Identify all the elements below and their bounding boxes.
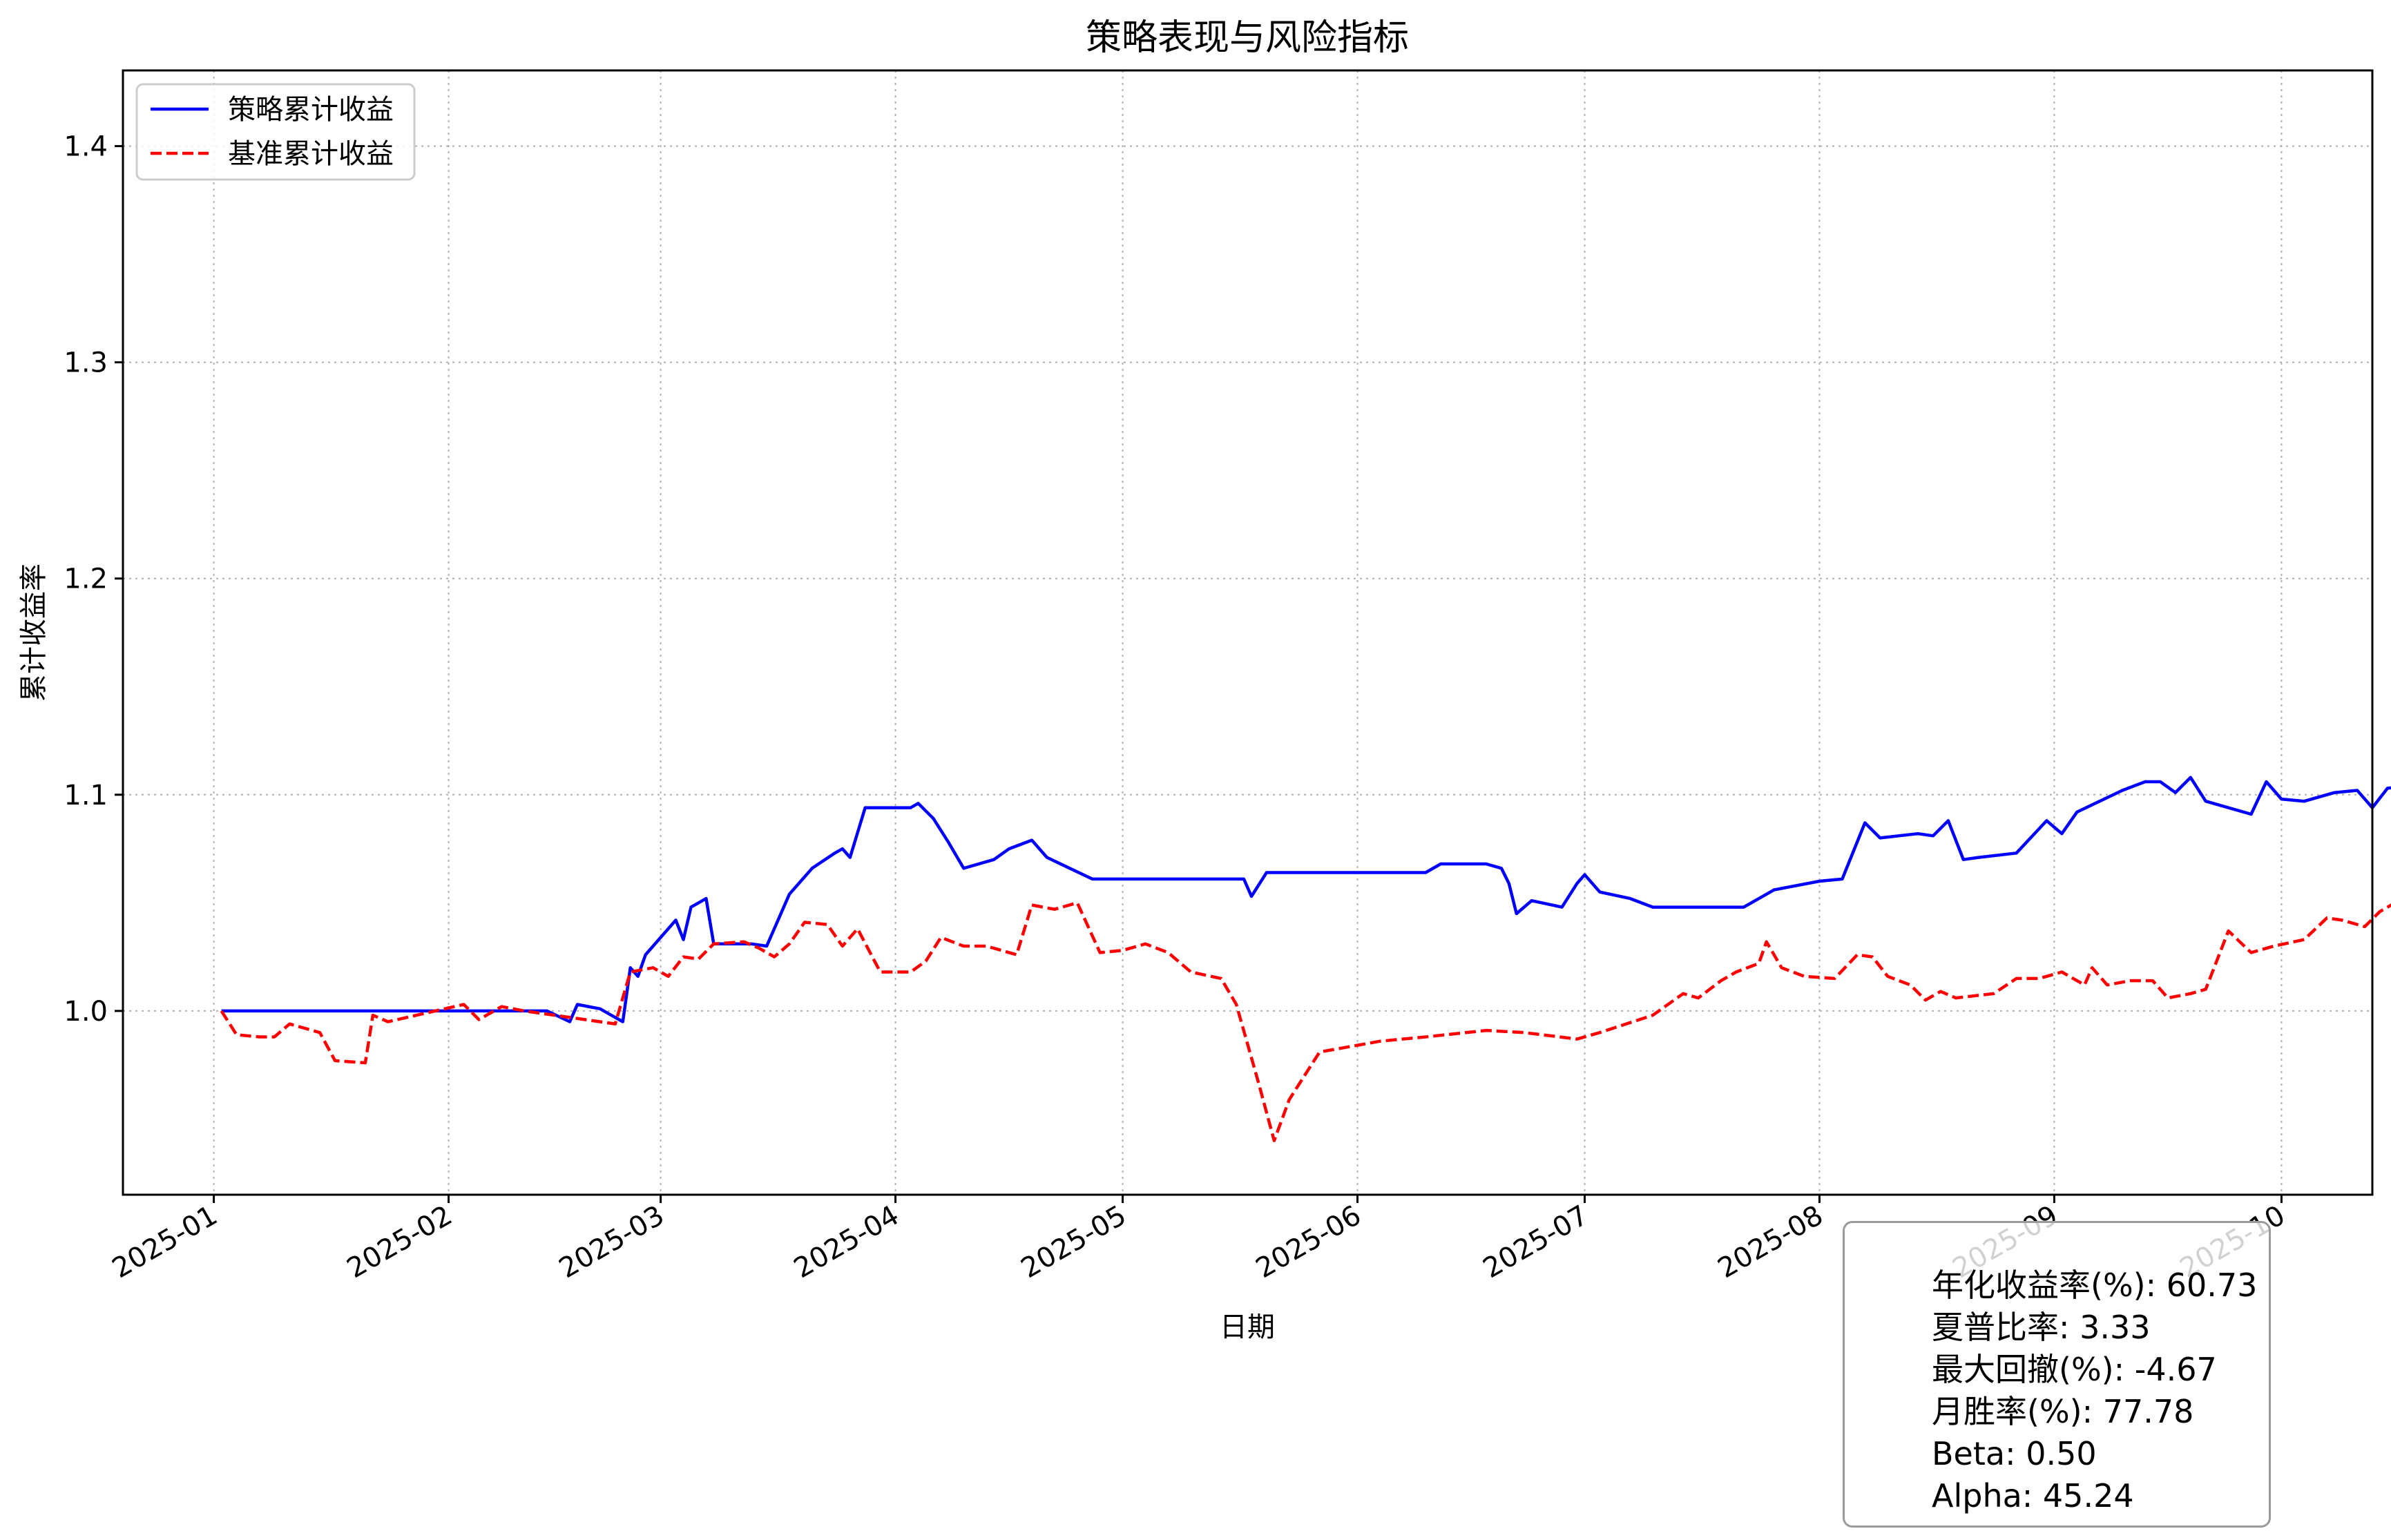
strategy-line — [221, 776, 2391, 1023]
y-tick-label: 1.1 — [64, 780, 108, 811]
y-axis-label: 累计收益率 — [18, 564, 50, 702]
chart-title: 策略表现与风险指标 — [1086, 17, 1409, 59]
x-axis-label: 日期 — [1220, 1311, 1275, 1343]
y-tick-label: 1.4 — [64, 131, 108, 163]
metric-sharpe-ratio: 夏普比率: 3.33 — [1932, 1309, 2151, 1346]
y-tick-label: 1.0 — [64, 996, 108, 1028]
legend-label-strategy: 策略累计收益 — [228, 94, 394, 126]
y-axis: 1.0 1.1 1.2 1.3 1.4 — [64, 131, 123, 1028]
metric-alpha: Alpha: 45.24 — [1932, 1477, 2134, 1514]
metrics-box: 年化收益率(%): 60.73 夏普比率: 3.33 最大回撤(%): -4.6… — [1843, 1221, 2271, 1528]
legend-label-benchmark: 基准累计收益 — [228, 138, 394, 170]
metric-monthly-win-rate: 月胜率(%): 77.78 — [1932, 1393, 2194, 1430]
benchmark-line — [220, 901, 2391, 1142]
y-tick-label: 1.2 — [64, 564, 108, 595]
series-layer — [220, 776, 2391, 1142]
legend: 策略累计收益 基准累计收益 — [135, 83, 416, 181]
metric-annual-return: 年化收益率(%): 60.73 — [1932, 1267, 2258, 1304]
metric-max-drawdown: 最大回撤(%): -4.67 — [1932, 1351, 2217, 1388]
metric-beta: Beta: 0.50 — [1932, 1435, 2097, 1472]
plot-frame — [122, 69, 2374, 1196]
y-tick-label: 1.3 — [64, 347, 108, 379]
